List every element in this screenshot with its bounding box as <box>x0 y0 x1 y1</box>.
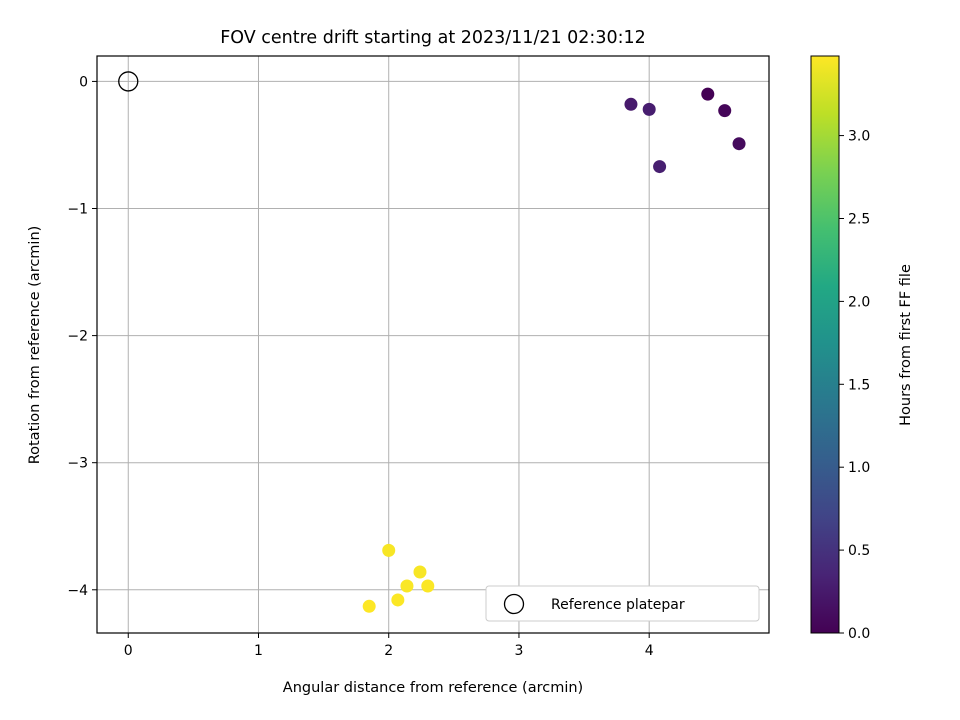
data-point <box>732 137 746 151</box>
legend-box <box>485 585 760 622</box>
chart-title: FOV centre drift starting at 2023/11/21 … <box>220 28 646 48</box>
x-tick-label: 0 <box>124 643 133 659</box>
colorbar-tick-label: 1.5 <box>848 377 870 393</box>
data-point <box>718 104 732 118</box>
y-tick-label: 0 <box>79 74 88 90</box>
colorbar-tick-label: 3.0 <box>848 129 870 145</box>
data-point <box>413 565 427 579</box>
y-tick-label: −4 <box>67 583 88 599</box>
colorbar-ticks: 0.0 0.5 1.0 1.5 2.0 2.5 3.0 <box>839 129 870 642</box>
y-axis-label: Rotation from reference (arcmin) <box>27 226 43 465</box>
x-tick-label: 3 <box>514 643 523 659</box>
y-tick-label: −1 <box>67 202 88 218</box>
data-points <box>118 71 746 613</box>
data-point <box>421 579 435 593</box>
y-tick-label: −3 <box>67 456 88 472</box>
x-axis-label: Angular distance from reference (arcmin) <box>283 680 583 696</box>
colorbar-tick-label: 2.0 <box>848 294 870 310</box>
colorbar-tick-label: 0.0 <box>848 626 870 642</box>
data-point <box>653 160 667 174</box>
data-point <box>391 593 405 607</box>
legend-marker-icon <box>503 593 525 615</box>
data-point <box>400 579 414 593</box>
x-tick-label: 4 <box>645 643 654 659</box>
colorbar-tick-label: 0.5 <box>848 543 870 559</box>
x-tick-label: 2 <box>384 643 393 659</box>
data-point <box>382 543 396 557</box>
data-point <box>362 599 376 613</box>
axis-ticks: 0 1 2 3 4 0 −1 −2 −3 −4 <box>67 74 653 659</box>
colorbar-tick-label: 2.5 <box>848 211 870 227</box>
colorbar: 0.0 0.5 1.0 1.5 2.0 2.5 3.0 Hours from first F… <box>810 55 914 642</box>
legend-label: Reference platepar <box>551 597 685 613</box>
grid <box>97 56 769 633</box>
y-tick-label: −2 <box>67 329 88 345</box>
legend: Reference platepar <box>485 585 760 622</box>
colorbar-tick-label: 1.0 <box>848 460 870 476</box>
x-tick-label: 1 <box>254 643 263 659</box>
data-point <box>701 87 715 101</box>
reference-platepar-marker <box>118 71 139 92</box>
data-point <box>624 97 638 111</box>
plot-frame <box>96 55 770 634</box>
colorbar-gradient <box>810 55 840 634</box>
data-point <box>642 102 656 116</box>
colorbar-label: Hours from first FF file <box>898 264 914 426</box>
